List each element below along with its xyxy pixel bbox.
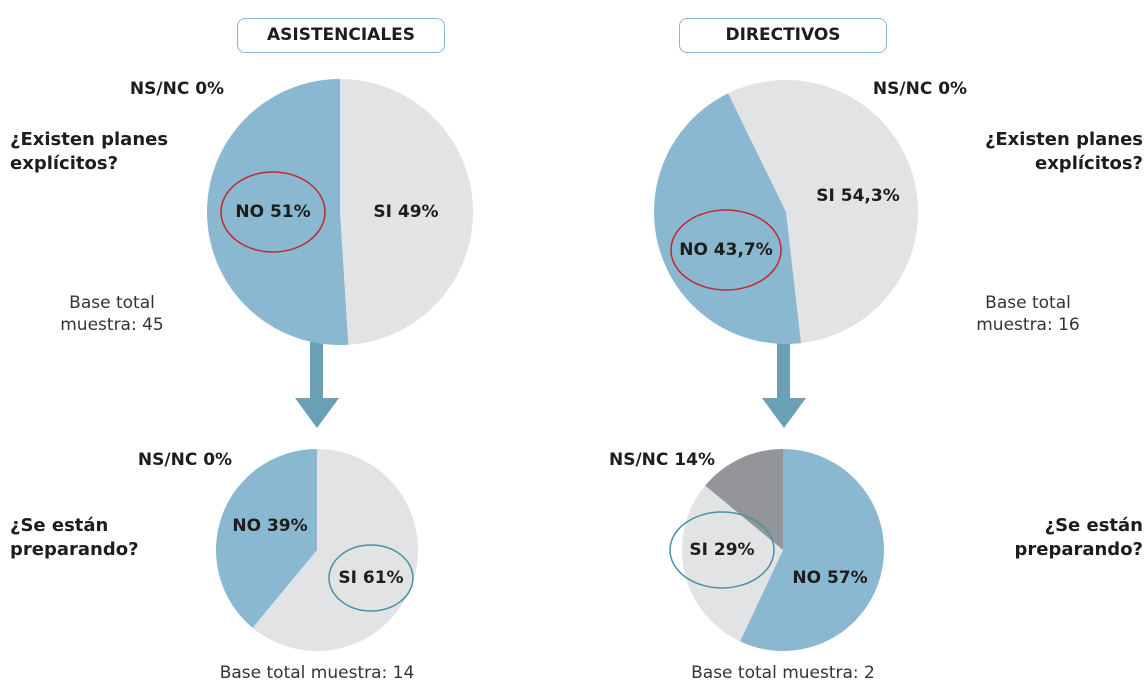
- sample-note: Base total muestra: 2: [691, 663, 875, 683]
- slice-label: SI 61%: [338, 568, 404, 588]
- pie-slice: [705, 449, 783, 550]
- slice-label: NO 43,7%: [679, 240, 773, 260]
- group-header: ASISTENCIALES: [237, 18, 445, 53]
- highlight-ellipse: [669, 511, 775, 589]
- group-header: DIRECTIVOS: [679, 18, 887, 53]
- slice-label: NO 51%: [235, 202, 311, 222]
- question: ¿Existen planes explícitos?: [10, 129, 169, 174]
- slice-label: SI 54,3%: [816, 186, 900, 206]
- sample-note: Base total muestra: 14: [219, 663, 415, 683]
- slice-label: NO 57%: [792, 568, 868, 588]
- pie-slice: [682, 485, 783, 642]
- pie-slice: [252, 449, 419, 651]
- slice-label: SI 29%: [689, 540, 755, 560]
- pie-slice: [739, 449, 885, 652]
- slice-label: NS/NC 14%: [609, 450, 715, 470]
- sample-note: Base total muestra: 45: [60, 293, 164, 335]
- question: ¿Se están preparando?: [1014, 515, 1143, 560]
- pie-slice: [728, 80, 918, 344]
- slice-label: NS/NC 0%: [872, 79, 968, 99]
- question: ¿Se están preparando?: [10, 515, 139, 560]
- highlight-ellipse: [328, 544, 414, 612]
- question: ¿Existen planes explícitos?: [984, 129, 1143, 174]
- highlight-ellipse: [220, 171, 326, 253]
- pie-slice: [340, 79, 473, 345]
- slice-label: NS/NC 0%: [137, 450, 233, 470]
- slice-label: NO 39%: [232, 516, 308, 536]
- pie-slice: [216, 449, 317, 628]
- pie-slice: [206, 79, 349, 345]
- slice-label: NS/NC 0%: [129, 79, 225, 99]
- sample-note: Base total muestra: 16: [976, 293, 1080, 335]
- highlight-ellipse: [670, 209, 782, 291]
- slice-label: SI 49%: [373, 202, 439, 222]
